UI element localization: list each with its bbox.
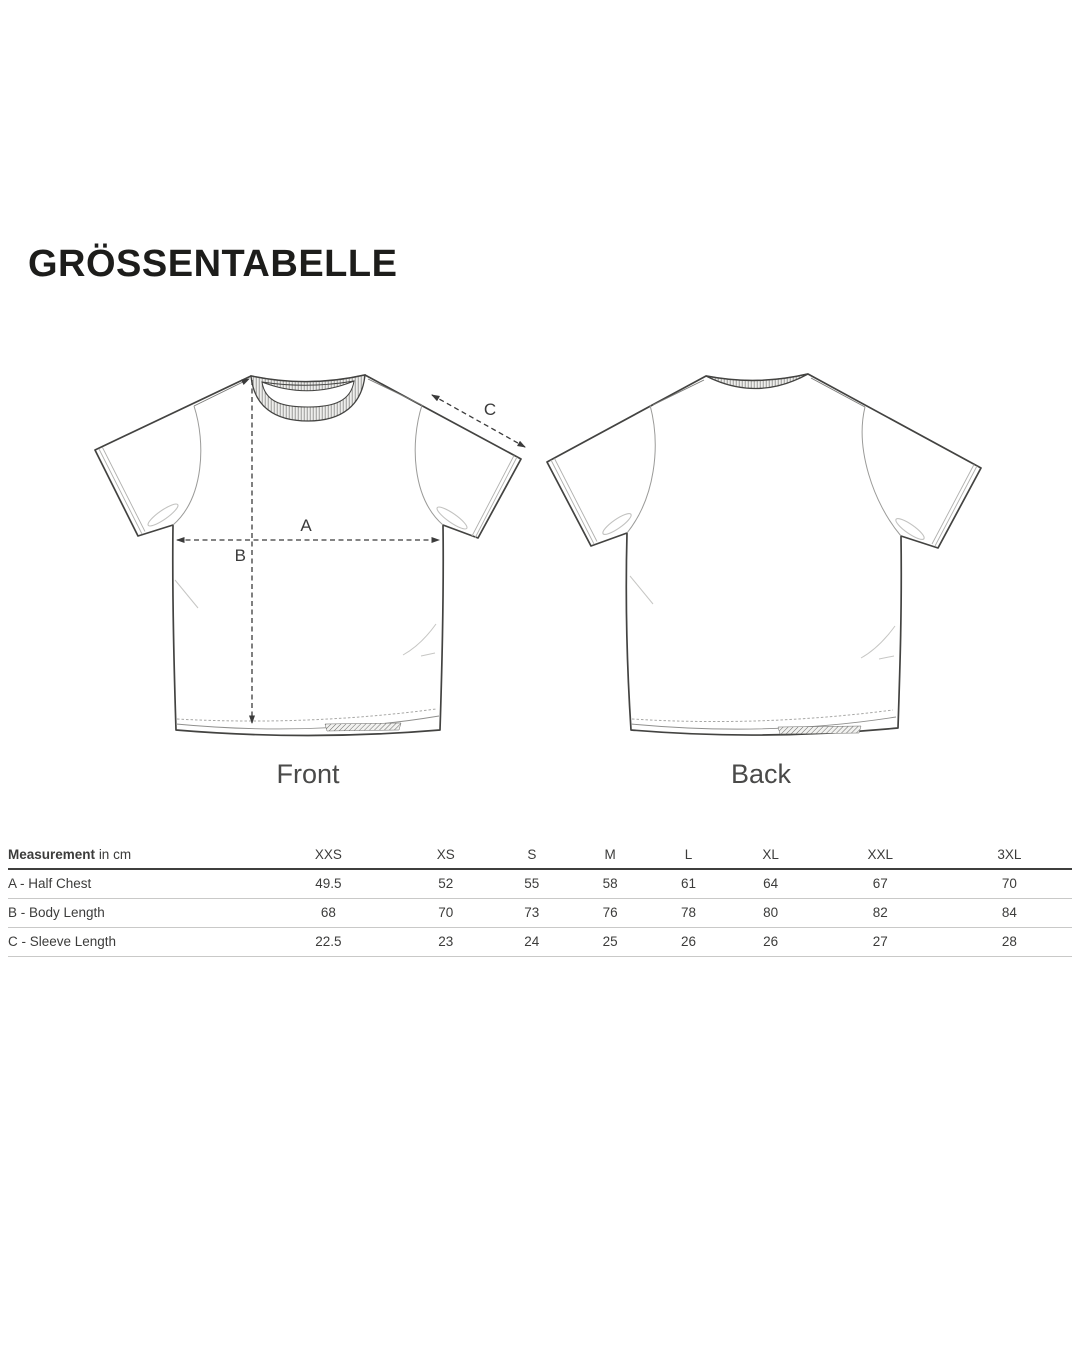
size-table: Measurement in cm XXS XS S M L XL XXL 3X… — [8, 840, 1072, 957]
table-cell: 58 — [570, 869, 650, 899]
back-collar — [705, 373, 809, 390]
size-header-xxl: XXL — [813, 840, 947, 870]
measure-label-a: A — [300, 516, 312, 535]
back-hem-label-strip — [777, 725, 862, 735]
size-header-m: M — [570, 840, 650, 870]
measure-arrow-a: A — [176, 516, 440, 543]
back-shirt-diagram — [546, 373, 982, 736]
measurement-header-cell: Measurement in cm — [8, 840, 258, 870]
table-cell: 73 — [492, 898, 571, 928]
front-collar — [250, 374, 366, 422]
table-cell: 26 — [649, 927, 728, 957]
table-cell: 27 — [813, 927, 947, 957]
table-cell: 70 — [946, 869, 1072, 899]
table-cell: 25 — [570, 927, 650, 957]
table-cell: 28 — [946, 927, 1072, 957]
measure-arrow-c: C — [431, 394, 526, 448]
size-header-xl: XL — [727, 840, 814, 870]
front-shirt-diagram: A B C — [94, 374, 526, 737]
table-cell: 84 — [946, 898, 1072, 928]
row-label: A - Half Chest — [8, 869, 258, 899]
table-cell: 67 — [813, 869, 947, 899]
table-cell: 61 — [649, 869, 728, 899]
table-row-half-chest: A - Half Chest 49.5 52 55 58 61 64 67 70 — [8, 869, 1072, 899]
table-cell: 68 — [258, 898, 399, 928]
measure-label-c: C — [484, 400, 496, 419]
table-cell: 55 — [492, 869, 571, 899]
table-cell: 78 — [649, 898, 728, 928]
row-label: B - Body Length — [8, 898, 258, 928]
table-cell: 52 — [398, 869, 493, 899]
measurement-unit-label: in cm — [98, 846, 132, 862]
table-cell: 76 — [570, 898, 650, 928]
table-cell: 70 — [398, 898, 493, 928]
size-header-l: L — [649, 840, 728, 870]
size-header-s: S — [492, 840, 571, 870]
table-cell: 82 — [813, 898, 947, 928]
front-shirt-body — [94, 374, 522, 737]
measurement-header-label: Measurement — [8, 846, 96, 862]
table-cell: 49.5 — [258, 869, 399, 899]
table-cell: 80 — [727, 898, 814, 928]
table-cell: 64 — [727, 869, 814, 899]
back-shirt-body — [546, 373, 982, 736]
page-title: GRÖSSENTABELLE — [28, 243, 398, 285]
measure-label-b: B — [235, 546, 246, 565]
table-row-body-length: B - Body Length 68 70 73 76 78 80 82 84 — [8, 898, 1072, 928]
front-view-label: Front — [276, 759, 340, 789]
table-cell: 26 — [727, 927, 814, 957]
front-hem-label-strip — [324, 722, 402, 732]
row-label: C - Sleeve Length — [8, 927, 258, 957]
back-view-label: Back — [730, 759, 792, 789]
table-cell: 23 — [398, 927, 493, 957]
size-header-xxs: XXS — [258, 840, 399, 870]
size-header-xs: XS — [398, 840, 493, 870]
measure-arrow-b: B — [193, 378, 255, 724]
size-table-header-row: Measurement in cm XXS XS S M L XL XXL 3X… — [8, 840, 1072, 870]
table-cell: 22.5 — [258, 927, 399, 957]
size-header-3xl: 3XL — [946, 840, 1072, 870]
table-row-sleeve-length: C - Sleeve Length 22.5 23 24 25 26 26 27… — [8, 927, 1072, 957]
table-cell: 24 — [492, 927, 571, 957]
